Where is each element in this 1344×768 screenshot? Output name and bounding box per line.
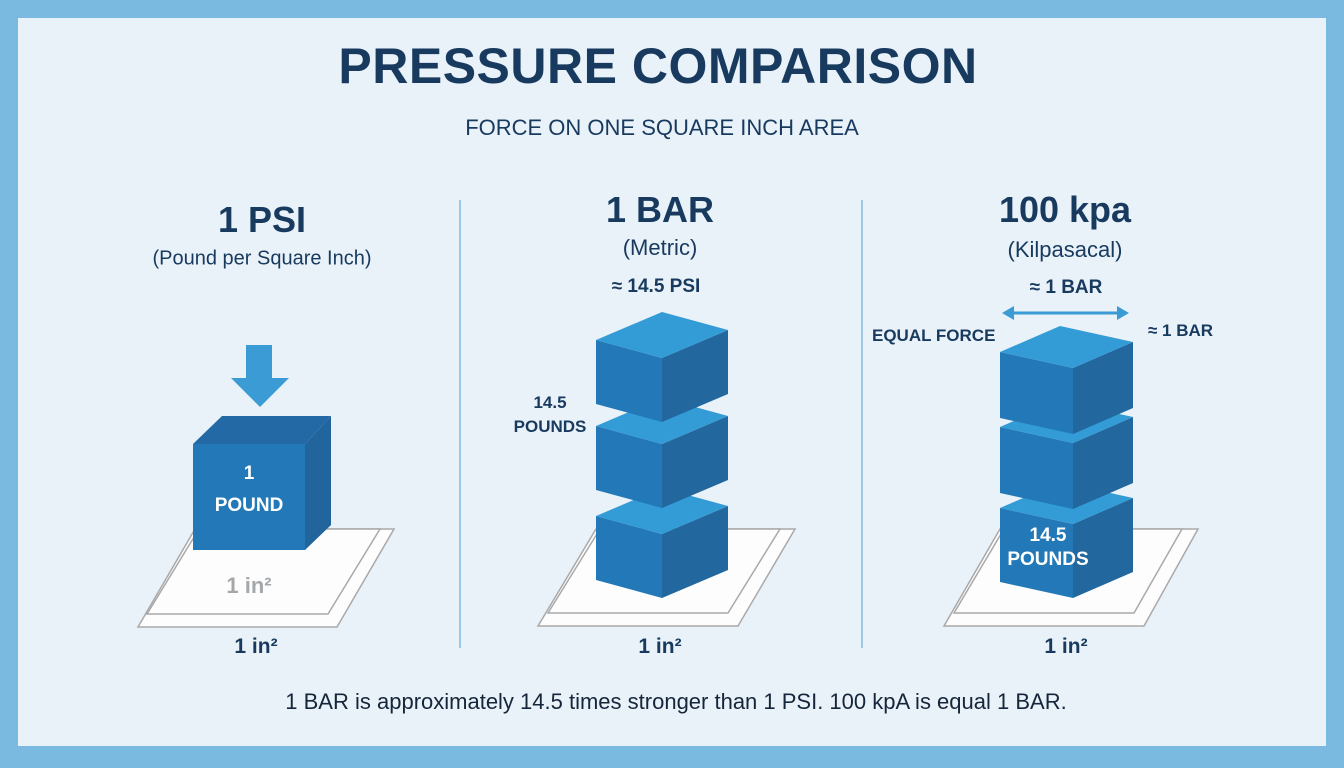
cube-label-number-3: 14.5: [1029, 525, 1067, 546]
psi-heading: 1 PSI: [217, 199, 307, 240]
side-label-number: 14.5: [533, 393, 567, 412]
equal-force-label: EQUAL FORCE: [872, 326, 996, 345]
down-arrow-icon: [231, 345, 289, 407]
area-plate-1: [136, 528, 396, 628]
plate-area-label: 1 in²: [226, 573, 272, 598]
bar-heading: 1 BAR: [605, 189, 715, 230]
bar-equivalence: ≈ 14.5 PSI: [611, 276, 701, 297]
area-label-3: 1 in²: [1044, 635, 1088, 658]
page-subtitle: FORCE ON ONE SQUARE INCH AREA: [465, 115, 859, 140]
cube-1: [596, 488, 728, 598]
cube-label-unit-3: POUNDS: [1007, 549, 1089, 570]
double-arrow-icon: [1002, 306, 1129, 320]
cube-stack-1-bar: [596, 312, 728, 598]
area-label-1: 1 in²: [234, 635, 278, 658]
page-title: PRESSURE COMPARISON: [338, 38, 978, 94]
caption: 1 BAR is approximately 14.5 times strong…: [285, 689, 1067, 714]
cube-3: [1000, 326, 1133, 434]
cube-stack-100-kpa: [1000, 326, 1133, 598]
cube-3: [596, 312, 728, 422]
kpa-equivalence: ≈ 1 BAR: [1029, 277, 1103, 298]
side-label-unit: POUNDS: [513, 417, 587, 436]
cube-1-pound: [193, 416, 331, 550]
cube-label-number: 1: [243, 463, 255, 484]
bar-subheading: (Metric): [622, 235, 698, 260]
kpa-heading: 100 kpa: [998, 189, 1132, 230]
area-label-2: 1 in²: [638, 635, 682, 658]
psi-subheading: (Pound per Square Inch): [152, 247, 372, 270]
cube-label-unit: POUND: [214, 495, 284, 516]
right-bar-label: ≈ 1 BAR: [1148, 321, 1214, 340]
kpa-subheading: (Kilpasacal): [1007, 237, 1123, 262]
